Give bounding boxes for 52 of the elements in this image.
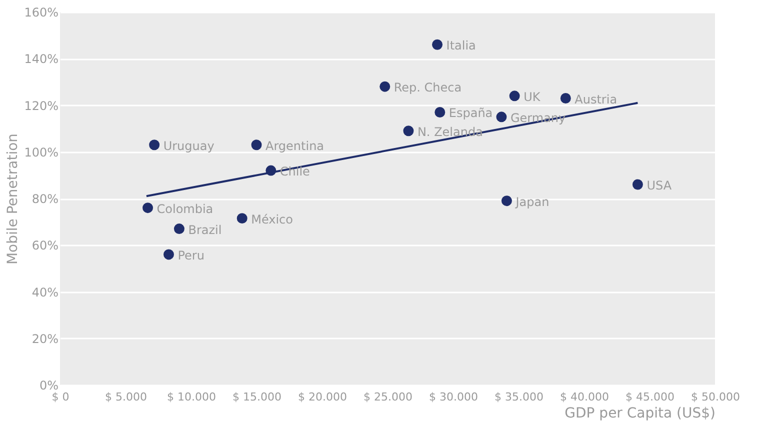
annotation: Peru [178, 248, 204, 262]
x-tick-label: $ 25.000 [364, 390, 412, 404]
point [142, 202, 154, 214]
y-tick-label: 80% [32, 192, 58, 206]
x-tick-label: $ 50.000 [691, 390, 740, 404]
y-tick-label: 20% [32, 332, 58, 346]
point [501, 196, 512, 206]
annotation: Colombia [156, 202, 214, 216]
point [509, 90, 520, 102]
point [163, 249, 174, 260]
point [432, 39, 443, 50]
point [403, 126, 414, 136]
annotation: USA [646, 178, 672, 193]
point [149, 140, 160, 150]
y-tick-label: 120% [24, 98, 58, 113]
annotation: Japan [514, 194, 550, 209]
x-tick-label: $ 10.000 [167, 390, 216, 404]
x-tick-label: $ 45.000 [626, 390, 674, 404]
y-tick-label: 0% [39, 378, 58, 392]
annotation: Brazil [188, 222, 222, 237]
annotation: Argentina [266, 138, 324, 153]
x-tick-label: $ 15.000 [232, 390, 282, 404]
y-tick-label: 140% [24, 52, 58, 66]
x-tick-label: $ 30.000 [429, 390, 478, 404]
x-tick-label: $ 5.000 [105, 390, 147, 404]
point [174, 224, 184, 234]
point [496, 112, 507, 122]
point [380, 81, 390, 92]
annotation: España [448, 106, 493, 120]
x-tick-label: $ 20.000 [298, 390, 347, 404]
point [560, 93, 571, 104]
x-axis-title: GDP per Capita (US$) [564, 406, 716, 422]
annotation: México [251, 212, 293, 226]
point [434, 107, 446, 118]
point [251, 140, 262, 150]
x-tick-label: $ 0 [52, 390, 70, 404]
annotation: Chile [280, 164, 310, 179]
y-axis-title: Mobile Penetration [5, 133, 22, 265]
annotation: Austria [574, 92, 618, 106]
annotation: Uruguay [163, 138, 214, 153]
annotation: N. Zelanda [417, 124, 483, 139]
annotation: Italia [446, 38, 476, 53]
annotation: UK [524, 90, 542, 104]
y-tick-label: 160% [24, 6, 58, 20]
point [632, 179, 643, 190]
y-tick-label: 40% [32, 285, 58, 300]
x-tick-label: $ 35.000 [494, 390, 544, 404]
x-tick-label: $ 40.000 [560, 390, 609, 404]
point [236, 213, 248, 224]
annotation: Rep. Checa [394, 80, 462, 95]
y-tick-label: 60% [32, 238, 58, 253]
y-tick-label: 100% [24, 145, 58, 160]
